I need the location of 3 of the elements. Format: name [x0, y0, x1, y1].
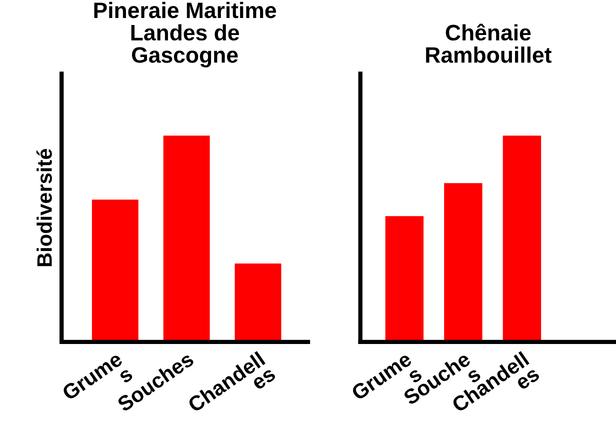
y-axis-title: Biodiversité [36, 148, 52, 266]
chart-title: Chênaie Rambouillet [426, 24, 552, 63]
chart-title: Pineraie Maritime Landes de Gascogne [94, 2, 276, 68]
